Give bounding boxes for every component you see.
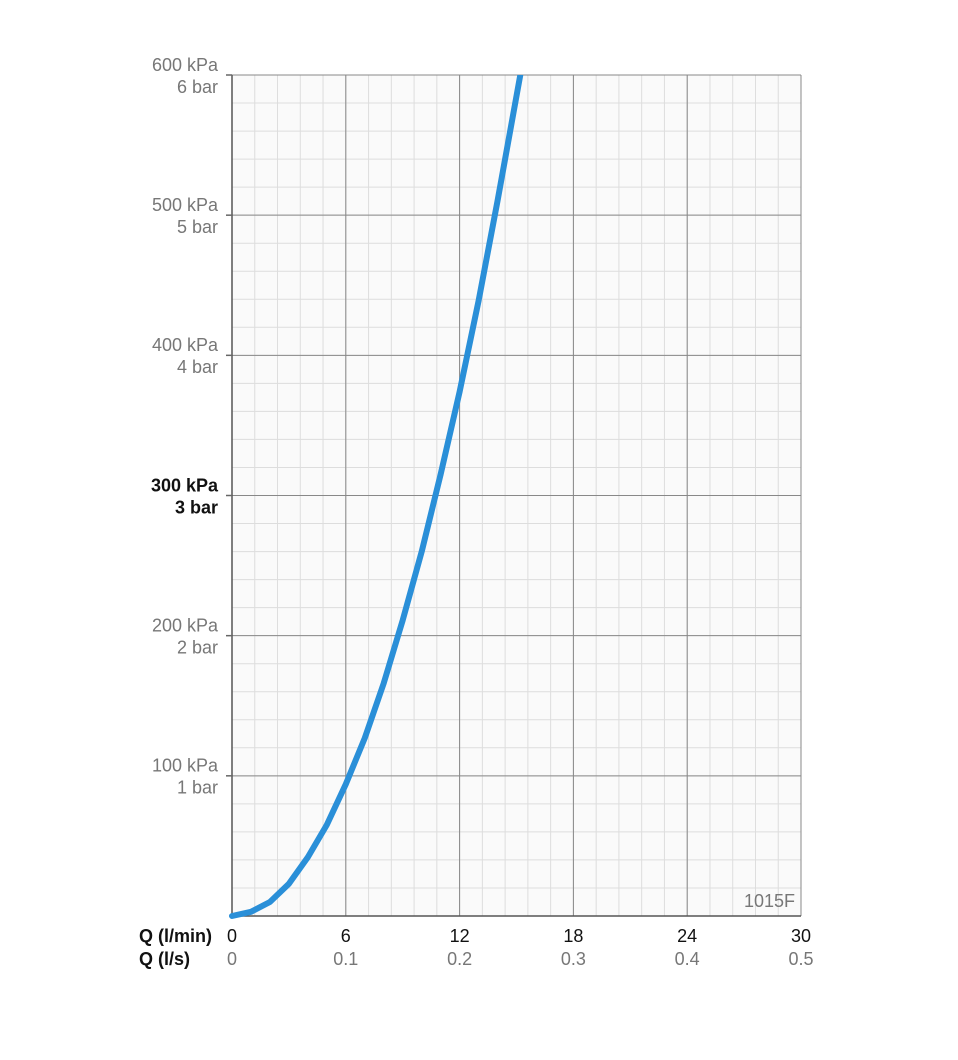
x2-tick-label: 0.2 <box>447 949 472 969</box>
y-tick-sublabel: 3 bar <box>175 497 218 517</box>
y-tick-label: 400 kPa <box>152 335 219 355</box>
lines <box>229 75 524 919</box>
annotation: 1015F <box>744 891 795 911</box>
y-tick-sublabel: 1 bar <box>177 778 218 798</box>
y-tick-sublabel: 2 bar <box>177 637 218 657</box>
x-tick-label: 24 <box>677 926 697 946</box>
y-tick-label: 200 kPa <box>152 615 219 635</box>
x-tick-label: 18 <box>563 926 583 946</box>
x2-axis-label: Q (l/s) <box>139 949 190 969</box>
y-tick-label: 600 kPa <box>152 55 219 75</box>
x2-tick-label: 0 <box>227 949 237 969</box>
curve <box>229 75 524 919</box>
x2-tick-label: 0.1 <box>333 949 358 969</box>
y-tick-label: 100 kPa <box>152 756 219 776</box>
y-tick-sublabel: 5 bar <box>177 217 218 237</box>
x2-tick-label: 0.4 <box>675 949 700 969</box>
x-tick-label: 30 <box>791 926 811 946</box>
y-tick-sublabel: 4 bar <box>177 357 218 377</box>
y-tick-label: 300 kPa <box>151 475 219 495</box>
x2-tick-label: 0.5 <box>788 949 813 969</box>
x-axis-label: Q (l/min) <box>139 926 212 946</box>
y-tick-label: 500 kPa <box>152 195 219 215</box>
x2-tick-label: 0.3 <box>561 949 586 969</box>
grid <box>231 74 802 917</box>
x-tick-label: 6 <box>341 926 351 946</box>
y-tick-sublabel: 6 bar <box>177 77 218 97</box>
x-tick-label: 0 <box>227 926 237 946</box>
x-tick-label: 12 <box>450 926 470 946</box>
